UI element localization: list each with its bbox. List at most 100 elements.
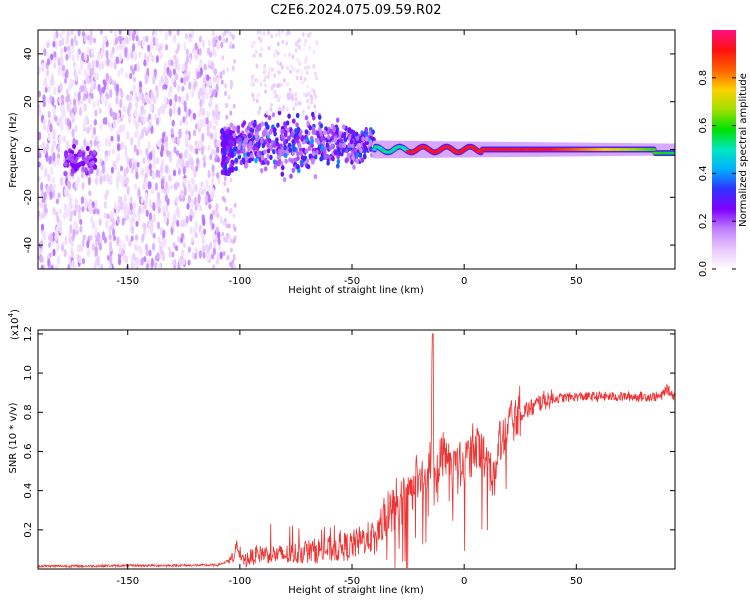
heatmap-noise-cell [63,171,68,177]
heatmap-noise-cell [145,248,149,257]
heatmap-noise-cell [94,109,98,117]
heatmap-onset-cell [341,147,346,153]
heatmap-noise-cell [212,247,216,256]
heatmap-noise-cell [173,63,177,70]
heatmap-noise-cell [102,36,106,46]
heatmap-onset-cell [268,144,273,150]
heatmap-onset-cell [304,115,309,121]
heatmap-onset-cell [287,113,291,119]
heatmap-onset-cell [350,159,354,165]
heatmap-noise-cell [229,84,233,90]
heatmap-noise-cell [180,189,184,199]
heatmap-noise-cell [152,172,156,180]
heatmap-noise-cell [160,178,164,187]
heatmap-noise-cell [226,187,230,193]
heatmap-noise-cell [154,30,158,36]
heatmap-noise-cell [143,256,147,263]
heatmap-onset-cell [323,129,327,136]
heatmap-noise-cell [185,48,189,56]
heatmap-noise-cell [73,98,77,107]
heatmap-onset-cell [329,128,334,134]
heatmap-noise-cell [203,228,207,235]
heatmap-noise-cell [137,40,141,46]
heatmap-onset-cell [242,147,246,153]
heatmap-onset-cell [249,153,254,159]
heatmap-noise-cell [184,119,188,126]
heatmap-onset-cell [297,167,301,174]
heatmap-noise-cell [54,40,58,50]
heatmap-onset-cell [355,158,359,164]
heatmap-onset-cell [277,61,280,66]
heatmap-noise-cell [172,34,176,43]
heatmap-noise-cell [126,94,130,101]
heatmap-noise-cell [40,182,44,192]
heatmap-noise-cell [119,35,123,45]
snr-series-line [38,333,675,569]
heatmap-noise-cell [197,119,201,130]
heatmap-onset-cell [356,143,360,149]
heatmap-noise-cell [133,183,137,190]
heatmap-onset-cell [306,164,311,170]
heatmap-onset-cell [222,133,227,140]
heatmap-noise-cell [139,148,143,156]
heatmap-onset-cell [315,130,320,136]
heatmap-onset-cell [283,121,287,127]
heatmap-onset-cell [351,155,355,161]
heatmap-noise-cell [101,86,105,94]
heatmap-noise-cell [222,220,226,226]
heatmap-onset-cell [239,132,243,138]
heatmap-noise-cell [83,105,87,112]
heatmap-noise-cell [138,51,142,58]
heatmap-onset-cell [302,92,306,98]
heatmap-noise-cell [70,30,74,36]
heatmap-noise-cell [196,157,200,166]
heatmap-noise-cell [219,251,223,260]
heatmap-onset-cell [305,70,309,76]
heatmap-noise-cell [189,184,193,194]
heatmap-onset-cell [291,143,296,149]
heatmap-noise-cell [215,103,219,112]
heatmap-noise-cell [60,57,64,66]
heatmap-noise-cell [198,47,202,56]
heatmap-noise-cell [118,173,122,182]
heatmap-noise-cell [53,62,57,69]
heatmap-noise-cell [207,170,211,179]
heatmap-noise-cell [71,250,75,258]
heatmap-noise-cell [186,133,190,140]
heatmap-onset-cell [310,87,314,93]
heatmap-onset-cell [278,107,282,112]
heatmap-onset-cell [313,104,317,109]
heatmap-noise-cell [144,181,148,188]
heatmap-onset-cell [294,41,298,46]
heatmap-onset-cell [285,120,290,126]
heatmap-carrier-core [478,150,484,154]
heatmap-onset-cell [295,112,300,119]
heatmap-noise-cell [106,56,110,67]
heatmap-noise-cell [202,84,206,92]
heatmap-noise-cell [61,64,66,72]
snr-panel: -150 -100 -50 0 50 0.2 0.4 0.6 0.8 1.0 1.2 Height… [7,309,676,596]
heatmap-noise-cell [220,41,224,49]
heatmap-onset-cell [267,71,271,76]
heatmap-noise-cell [108,139,112,148]
heatmap-noise-cell [162,69,167,78]
heatmap-onset-cell [273,94,277,99]
heatmap-noise-cell [40,264,44,269]
heatmap-noise-cell [193,169,197,178]
heatmap-noise-cell [47,110,51,119]
heatmap-noise-cell [150,90,154,100]
heatmap-noise-cell [87,34,91,41]
heatmap-noise-cell [141,233,145,240]
heatmap-noise-cell [181,86,185,92]
heatmap-noise-cell [150,224,154,231]
heatmap-onset-cell [315,76,318,81]
heatmap-noise-cell [126,214,130,221]
heatmap-noise-cell [73,68,77,78]
heatmap-onset-cell [289,69,292,74]
heatmap-noise-cell [188,81,192,90]
heatmap-noise-cell [47,258,51,267]
heatmap-noise-cell [222,37,226,43]
heatmap-noise-cell [130,136,134,146]
heatmap-noise-cell [48,234,52,241]
